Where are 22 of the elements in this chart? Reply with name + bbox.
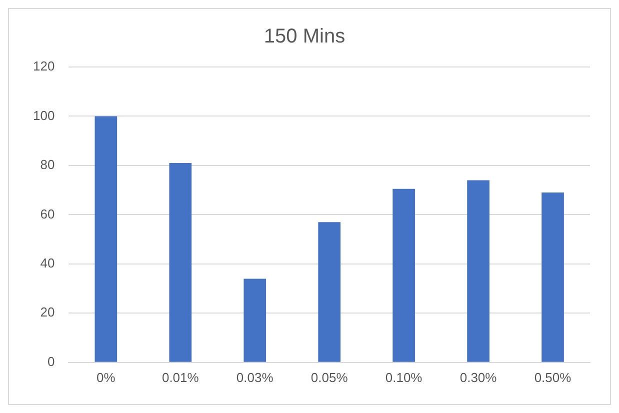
x-tick-label: 0.01% <box>162 370 200 385</box>
x-tick-label: 0% <box>96 370 116 385</box>
bar <box>542 192 564 362</box>
y-tick-label: 0 <box>47 354 55 369</box>
bar <box>318 222 341 362</box>
x-tick-label: 0.50% <box>534 370 572 385</box>
y-tick-label: 100 <box>32 108 55 123</box>
bar <box>244 278 266 362</box>
chart-title: 150 Mins <box>264 26 346 48</box>
bar <box>94 116 118 362</box>
x-tick-label: 0.10% <box>385 370 423 385</box>
x-tick-label: 0.03% <box>236 370 274 385</box>
x-tick-label: 0.30% <box>460 370 498 385</box>
y-tick-label: 80 <box>40 157 55 172</box>
y-tick-label: 40 <box>40 256 55 271</box>
x-tick-label: 0.05% <box>310 370 348 385</box>
bar <box>467 180 490 362</box>
bar <box>392 188 415 362</box>
y-tick-label: 20 <box>40 304 55 320</box>
bar <box>169 163 192 362</box>
y-tick-label: 60 <box>40 206 55 222</box>
y-tick-label: 120 <box>32 58 55 74</box>
